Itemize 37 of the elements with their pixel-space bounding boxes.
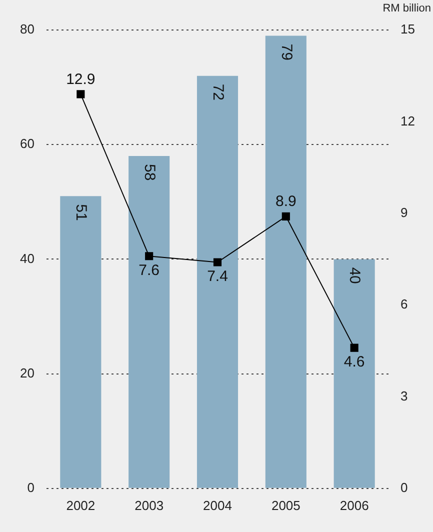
y2-tick-label: 0 — [400, 480, 408, 495]
bar — [196, 76, 238, 488]
data-label: 12.9 — [66, 70, 96, 88]
data-label: 40 — [346, 267, 364, 284]
data-label: 7.4 — [207, 268, 228, 285]
point — [282, 212, 290, 220]
y-tick-label: 60 — [20, 136, 34, 152]
x-tick-label: 2005 — [271, 498, 300, 513]
x-tick-label: 2006 — [340, 498, 369, 513]
y-tick-label: 40 — [20, 250, 34, 266]
bar — [128, 156, 170, 488]
point — [145, 252, 154, 260]
x-tick-label: 2002 — [66, 498, 96, 513]
y2-tick-label: 9 — [400, 204, 408, 220]
bar — [334, 259, 375, 488]
y-tick-label: 0 — [27, 480, 34, 495]
point — [76, 90, 85, 98]
y2-tick-label: 15 — [400, 22, 416, 37]
y2-tick-label: 12 — [400, 113, 416, 128]
data-label: 7.6 — [138, 262, 160, 279]
y2-tick-label: 6 — [400, 296, 408, 312]
data-label: 72 — [209, 84, 226, 101]
point — [350, 344, 358, 352]
data-label: 4.6 — [344, 353, 365, 370]
y-tick-label: 80 — [20, 22, 34, 37]
bar — [265, 36, 306, 488]
x-tick-label: 2003 — [134, 498, 164, 513]
data-label: 51 — [72, 204, 90, 221]
y2-tick-label: 3 — [400, 388, 408, 404]
x-tick-label: 2004 — [203, 498, 232, 513]
y-tick-label: 20 — [20, 365, 34, 380]
data-label: 58 — [140, 164, 158, 181]
y2-axis-title: RM billion — [382, 2, 431, 15]
data-label: 8.9 — [275, 193, 296, 210]
data-label: 79 — [278, 44, 295, 60]
bar — [60, 196, 102, 488]
point — [213, 258, 222, 266]
